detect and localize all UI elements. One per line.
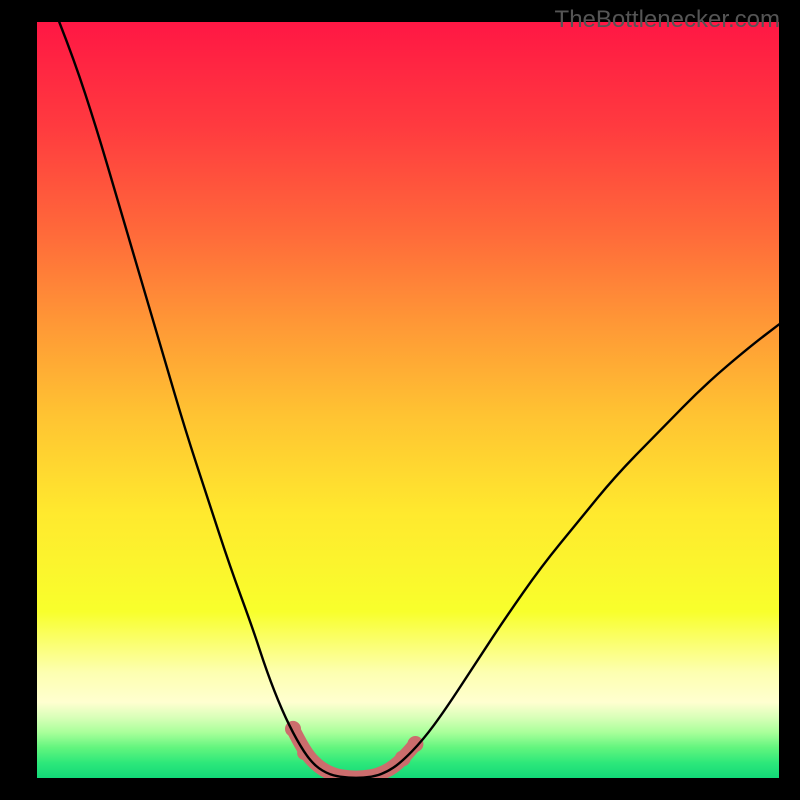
bottleneck-curve — [59, 22, 779, 778]
figure-root: TheBottlenecker.com — [0, 0, 800, 800]
curves-layer — [37, 22, 779, 778]
watermark-text: TheBottlenecker.com — [555, 6, 780, 34]
plot-area — [37, 22, 779, 778]
highlight-marker — [407, 736, 423, 752]
